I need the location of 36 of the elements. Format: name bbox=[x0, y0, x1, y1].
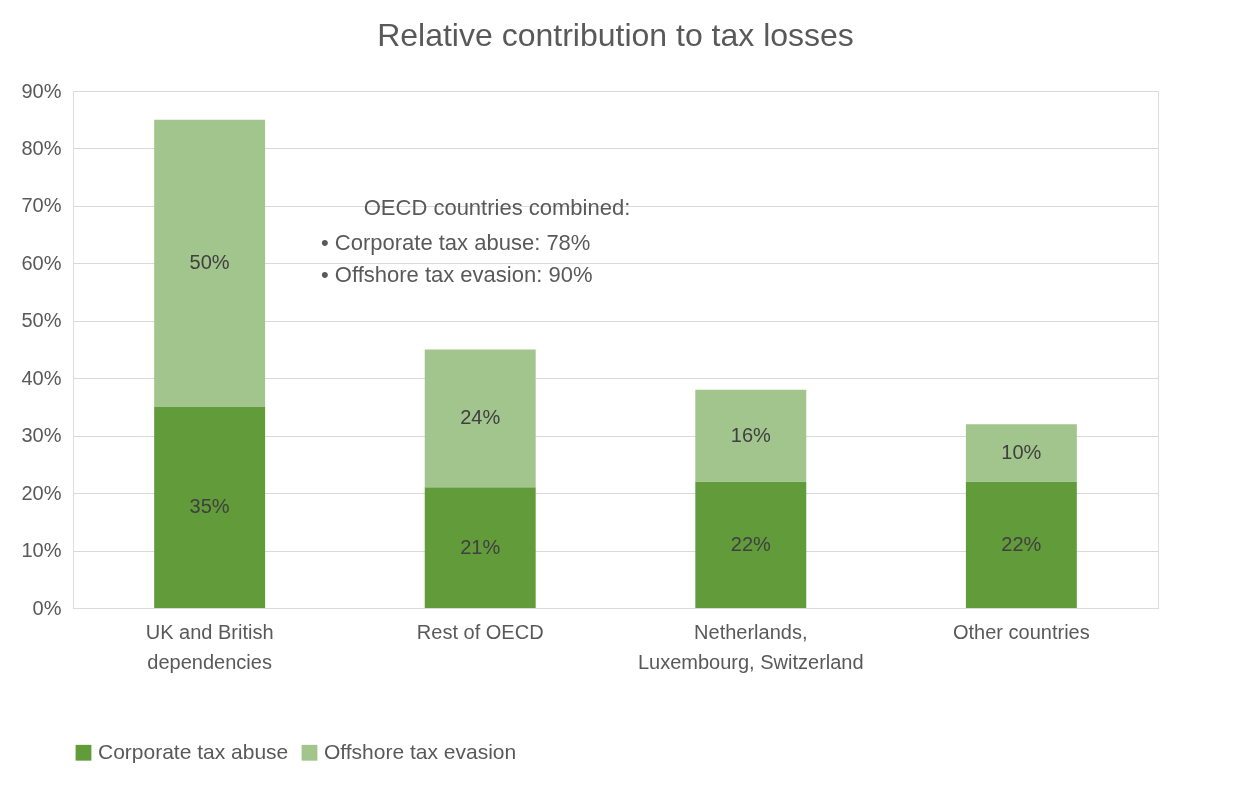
bar bbox=[424, 487, 536, 608]
legend-label: Offshore tax evasion bbox=[324, 739, 517, 763]
y-tick-label: 20% bbox=[21, 481, 62, 504]
bar bbox=[424, 349, 536, 488]
data-label: 22% bbox=[1001, 532, 1042, 555]
y-tick-label: 80% bbox=[21, 136, 62, 159]
x-tick-label: Rest of OECD bbox=[416, 620, 544, 643]
legend-label: Corporate tax abuse bbox=[98, 739, 289, 763]
bar bbox=[154, 406, 266, 608]
data-label: 10% bbox=[1001, 440, 1042, 463]
y-tick-label: 60% bbox=[21, 251, 62, 274]
data-label: 16% bbox=[730, 423, 772, 446]
bar bbox=[965, 481, 1077, 608]
x-tick-label: UK and British dependencies bbox=[145, 620, 274, 673]
x-tick-label: Other countries bbox=[952, 620, 1090, 643]
y-tick-label: 40% bbox=[21, 366, 62, 389]
y-tick-label: 70% bbox=[21, 194, 62, 217]
annotation: OECD countries combined: bbox=[363, 195, 631, 220]
annotation: • Offshore tax evasion: 90% bbox=[321, 262, 593, 287]
y-tick-label: 50% bbox=[21, 309, 62, 332]
data-label: 50% bbox=[189, 251, 230, 274]
chart-title: Relative contribution to tax losses bbox=[377, 17, 854, 53]
data-label: 35% bbox=[189, 495, 230, 518]
y-tick-label: 0% bbox=[32, 596, 62, 619]
y-tick-label: 10% bbox=[21, 539, 62, 562]
bar bbox=[695, 481, 807, 608]
data-label: 21% bbox=[460, 535, 501, 558]
data-label: 24% bbox=[460, 406, 501, 429]
bar bbox=[154, 119, 266, 407]
bar bbox=[965, 424, 1077, 482]
y-tick-label: 30% bbox=[21, 424, 62, 447]
data-label: 22% bbox=[730, 532, 772, 555]
x-tick-label: Netherlands, Luxembourg, Switzerland bbox=[637, 620, 864, 673]
bar bbox=[695, 389, 807, 482]
annotation: • Corporate tax abuse: 78% bbox=[321, 230, 591, 255]
y-tick-label: 90% bbox=[21, 79, 62, 102]
